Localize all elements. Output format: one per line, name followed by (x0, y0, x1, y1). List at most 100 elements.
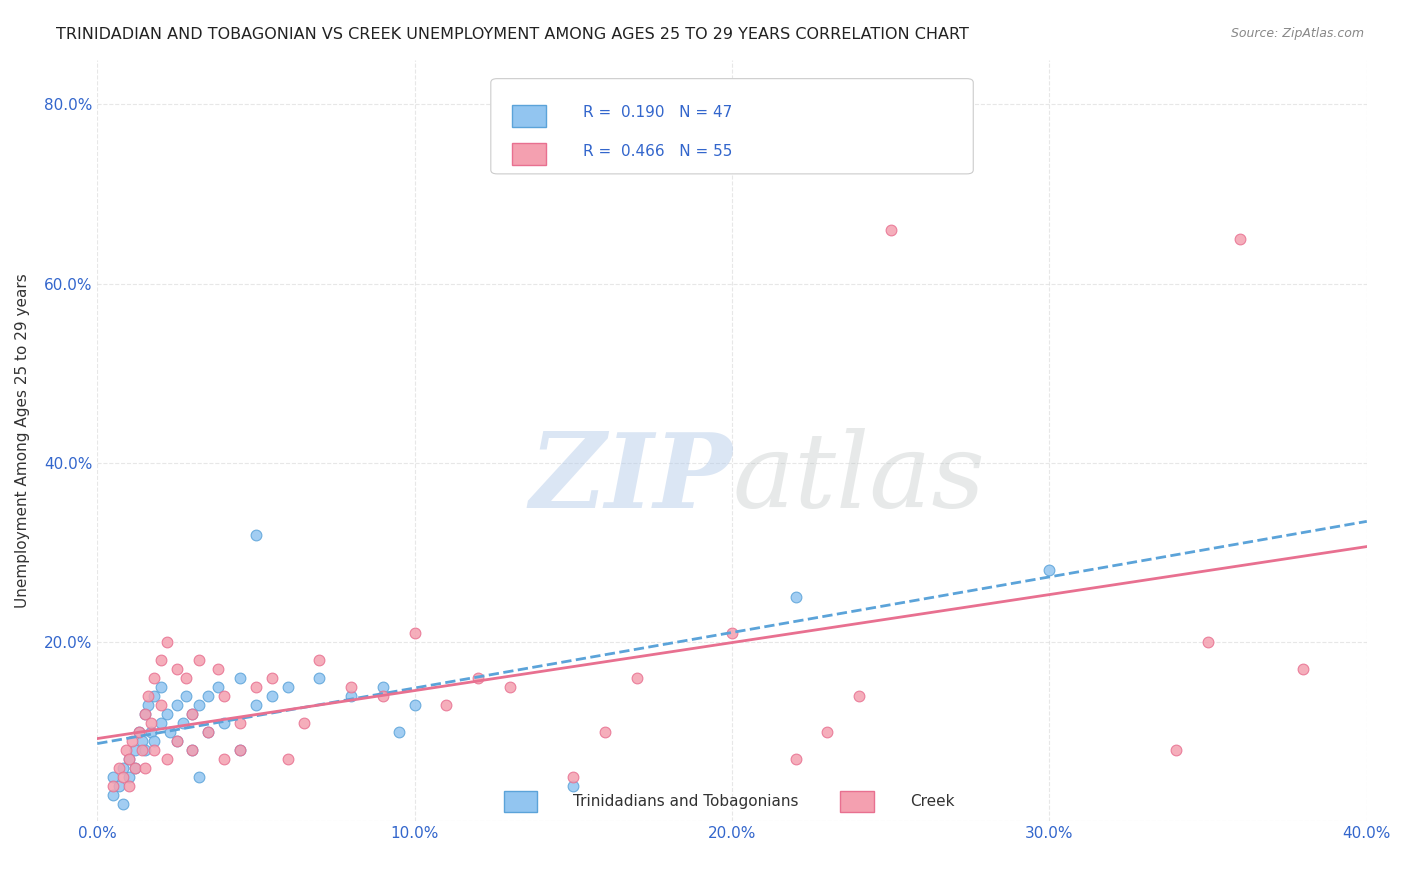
Text: ZIP: ZIP (529, 428, 733, 529)
Point (149, 698, 172, 712)
Point (128, 724, 150, 739)
Point (134, 706, 156, 721)
Point (1197, 635, 1219, 649)
Point (245, 527, 267, 541)
Point (292, 715, 315, 730)
Point (1166, 743, 1188, 757)
Point (166, 698, 188, 712)
Point (101, 779, 124, 793)
Point (149, 653, 172, 667)
Point (212, 752, 235, 766)
Point (245, 680, 267, 694)
Point (131, 743, 153, 757)
Point (149, 680, 172, 694)
Point (212, 715, 235, 730)
Point (562, 779, 585, 793)
Point (131, 733, 153, 747)
Point (197, 724, 219, 739)
Point (174, 671, 197, 685)
Point (785, 752, 807, 766)
Point (166, 733, 188, 747)
Point (181, 706, 204, 721)
Point (388, 724, 411, 739)
Point (143, 689, 166, 703)
Point (593, 724, 616, 739)
Text: TRINIDADIAN AND TOBAGONIAN VS CREEK UNEMPLOYMENT AMONG AGES 25 TO 29 YEARS CORRE: TRINIDADIAN AND TOBAGONIAN VS CREEK UNEM… (56, 27, 969, 42)
Point (111, 797, 134, 811)
Text: Creek: Creek (910, 794, 955, 809)
Point (181, 706, 204, 721)
Point (118, 779, 141, 793)
Point (141, 715, 163, 730)
Point (118, 752, 141, 766)
Point (134, 761, 156, 775)
Point (562, 770, 585, 784)
Point (721, 626, 744, 640)
Point (108, 779, 131, 793)
Point (207, 662, 229, 676)
Point (174, 689, 197, 703)
Point (245, 698, 267, 712)
Point (181, 743, 204, 757)
Point (166, 733, 188, 747)
Bar (512, 144, 546, 165)
Bar (503, 791, 537, 813)
Point (1229, 232, 1251, 246)
Point (118, 752, 141, 766)
Point (124, 761, 146, 775)
Point (626, 671, 648, 685)
Point (340, 689, 363, 703)
Point (124, 743, 146, 757)
Bar (839, 791, 873, 813)
Point (260, 671, 283, 685)
Point (404, 626, 426, 640)
Point (229, 743, 252, 757)
Bar (512, 105, 546, 127)
Point (136, 689, 159, 703)
Point (124, 761, 146, 775)
Point (229, 671, 252, 685)
Point (128, 724, 150, 739)
Point (136, 698, 159, 712)
Point (134, 743, 156, 757)
Point (143, 733, 166, 747)
Point (499, 680, 522, 694)
Text: atlas: atlas (733, 428, 984, 529)
Point (159, 724, 181, 739)
Point (207, 680, 229, 694)
Point (371, 680, 394, 694)
Point (156, 752, 179, 766)
Point (815, 724, 838, 739)
Point (101, 788, 124, 802)
Text: R =  0.190   N = 47: R = 0.190 N = 47 (583, 105, 733, 120)
Point (118, 770, 141, 784)
Point (114, 743, 136, 757)
Point (111, 770, 134, 784)
Point (848, 689, 870, 703)
Point (181, 743, 204, 757)
Point (434, 698, 457, 712)
Point (134, 706, 156, 721)
FancyBboxPatch shape (491, 78, 973, 174)
Point (111, 761, 134, 775)
Point (187, 698, 209, 712)
Point (880, 223, 903, 237)
Point (187, 770, 209, 784)
Point (141, 724, 163, 739)
Point (785, 591, 807, 605)
Point (229, 715, 252, 730)
Point (172, 715, 194, 730)
Point (143, 743, 166, 757)
Text: R =  0.466   N = 55: R = 0.466 N = 55 (583, 144, 733, 159)
Point (108, 761, 131, 775)
Text: Trinidadians and Tobagonians: Trinidadians and Tobagonians (574, 794, 799, 809)
Point (149, 715, 172, 730)
Point (156, 635, 179, 649)
Y-axis label: Unemployment Among Ages 25 to 29 years: Unemployment Among Ages 25 to 29 years (15, 273, 30, 608)
Point (308, 653, 330, 667)
Point (308, 671, 330, 685)
Point (197, 689, 219, 703)
Point (340, 680, 363, 694)
Point (229, 743, 252, 757)
Point (156, 706, 179, 721)
